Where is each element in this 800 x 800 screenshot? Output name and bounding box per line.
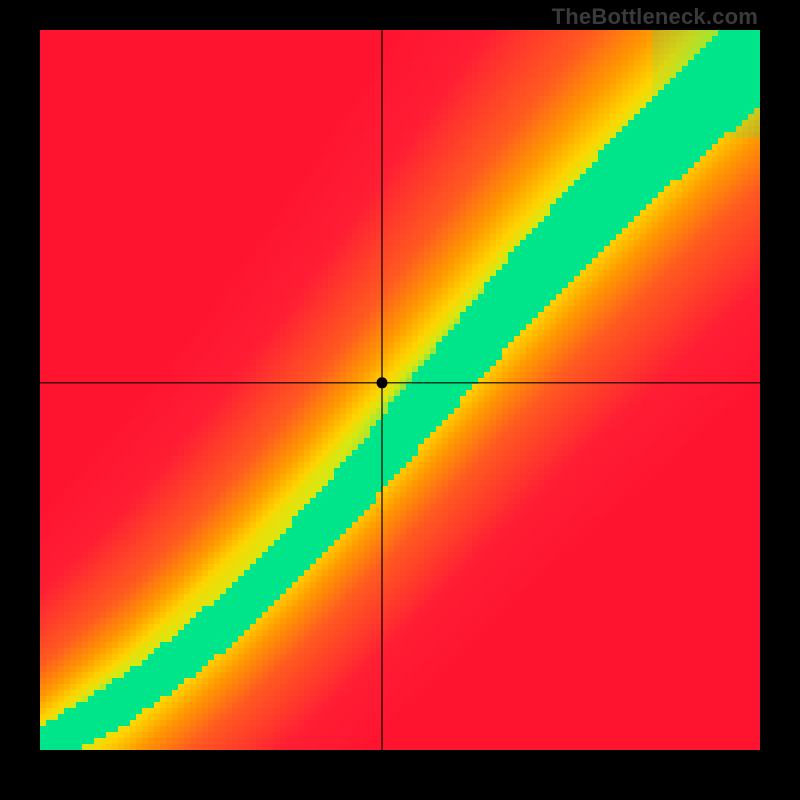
site-watermark: TheBottleneck.com — [552, 4, 758, 30]
bottleneck-heatmap — [40, 30, 760, 750]
chart-container: { "site": { "watermark": "TheBottleneck.… — [0, 0, 800, 800]
